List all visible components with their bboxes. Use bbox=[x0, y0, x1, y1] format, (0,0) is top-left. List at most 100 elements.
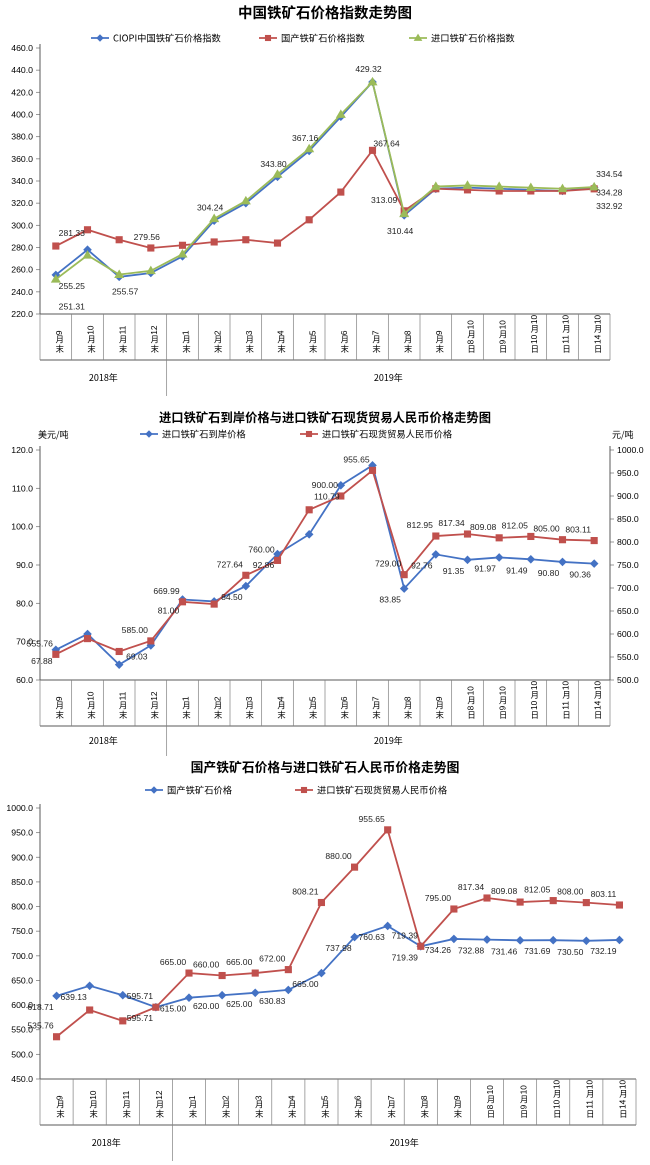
svg-text:760.63: 760.63 bbox=[359, 932, 386, 942]
svg-text:450.0: 450.0 bbox=[11, 1074, 33, 1084]
svg-text:731.69: 731.69 bbox=[524, 946, 551, 956]
svg-text:850.0: 850.0 bbox=[617, 514, 639, 524]
svg-text:729.00: 729.00 bbox=[375, 559, 402, 569]
svg-text:429.32: 429.32 bbox=[355, 64, 382, 74]
svg-text:月: 月 bbox=[594, 323, 602, 335]
svg-text:255.57: 255.57 bbox=[112, 287, 139, 297]
svg-text:334.28: 334.28 bbox=[596, 187, 623, 197]
svg-text:650.0: 650.0 bbox=[617, 606, 639, 616]
svg-text:国产铁矿石价格: 国产铁矿石价格 bbox=[167, 783, 233, 797]
svg-text:末: 末 bbox=[404, 709, 413, 721]
svg-text:700.0: 700.0 bbox=[617, 583, 639, 593]
svg-text:808.21: 808.21 bbox=[292, 887, 319, 897]
svg-text:月: 月 bbox=[467, 328, 475, 340]
svg-text:末: 末 bbox=[246, 709, 255, 721]
svg-text:955.65: 955.65 bbox=[343, 454, 370, 464]
svg-text:900.0: 900.0 bbox=[11, 852, 33, 862]
svg-text:末: 末 bbox=[436, 709, 445, 721]
svg-text:末: 末 bbox=[372, 343, 381, 355]
svg-text:750.0: 750.0 bbox=[617, 560, 639, 570]
svg-text:中国铁矿石价格指数走势图: 中国铁矿石价格指数走势图 bbox=[238, 2, 412, 23]
svg-text:812.95: 812.95 bbox=[407, 520, 434, 530]
svg-text:732.88: 732.88 bbox=[458, 946, 485, 956]
svg-text:719.39: 719.39 bbox=[392, 930, 419, 940]
svg-text:809.08: 809.08 bbox=[491, 886, 518, 896]
svg-text:955.65: 955.65 bbox=[359, 814, 386, 824]
svg-text:665.00: 665.00 bbox=[226, 957, 253, 967]
svg-text:313.09: 313.09 bbox=[371, 195, 398, 205]
svg-text:末: 末 bbox=[119, 709, 128, 721]
svg-text:550.0: 550.0 bbox=[617, 652, 639, 662]
svg-text:800.0: 800.0 bbox=[617, 537, 639, 547]
svg-text:日: 日 bbox=[487, 1108, 495, 1120]
svg-text:末: 末 bbox=[56, 1108, 65, 1120]
svg-text:600.0: 600.0 bbox=[617, 629, 639, 639]
svg-text:240.0: 240.0 bbox=[11, 287, 33, 297]
svg-text:334.54: 334.54 bbox=[596, 169, 623, 179]
svg-text:260.0: 260.0 bbox=[11, 265, 33, 275]
svg-text:月: 月 bbox=[619, 1088, 627, 1100]
svg-text:2019年: 2019年 bbox=[374, 371, 403, 384]
svg-text:800.0: 800.0 bbox=[11, 902, 33, 912]
svg-text:末: 末 bbox=[354, 1108, 363, 1120]
svg-text:进口铁矿石价格指数: 进口铁矿石价格指数 bbox=[431, 31, 515, 45]
svg-text:360.0: 360.0 bbox=[11, 154, 33, 164]
svg-text:1000.0: 1000.0 bbox=[617, 445, 644, 455]
svg-text:月: 月 bbox=[487, 1093, 495, 1105]
svg-text:日: 日 bbox=[499, 709, 507, 721]
svg-text:进口铁矿石现货贸易人民币价格: 进口铁矿石现货贸易人民币价格 bbox=[317, 783, 448, 797]
svg-text:279.56: 279.56 bbox=[134, 232, 161, 242]
svg-text:727.64: 727.64 bbox=[217, 559, 244, 569]
svg-text:末: 末 bbox=[123, 1108, 132, 1120]
svg-text:末: 末 bbox=[404, 343, 413, 355]
svg-text:末: 末 bbox=[309, 343, 318, 355]
svg-text:80.0: 80.0 bbox=[16, 598, 33, 608]
svg-text:进口铁矿石到岸价格: 进口铁矿石到岸价格 bbox=[162, 427, 246, 441]
svg-text:732.19: 732.19 bbox=[590, 946, 617, 956]
svg-text:末: 末 bbox=[56, 709, 65, 721]
svg-text:末: 末 bbox=[214, 343, 223, 355]
svg-text:665.00: 665.00 bbox=[292, 979, 319, 989]
svg-text:120.0: 120.0 bbox=[11, 445, 33, 455]
svg-text:进口铁矿石到岸价格与进口铁矿石现货贸易人民币价格走势图: 进口铁矿石到岸价格与进口铁矿石现货贸易人民币价格走势图 bbox=[159, 408, 491, 426]
svg-text:月: 月 bbox=[586, 1088, 594, 1100]
svg-text:340.0: 340.0 bbox=[11, 176, 33, 186]
svg-text:日: 日 bbox=[594, 343, 602, 355]
svg-text:750.0: 750.0 bbox=[11, 926, 33, 936]
svg-text:末: 末 bbox=[321, 1108, 330, 1120]
svg-text:67.88: 67.88 bbox=[31, 656, 53, 666]
svg-text:343.80: 343.80 bbox=[260, 159, 287, 169]
svg-text:月: 月 bbox=[562, 323, 570, 335]
svg-text:760.00: 760.00 bbox=[248, 544, 275, 554]
svg-text:850.0: 850.0 bbox=[11, 877, 33, 887]
svg-text:日: 日 bbox=[562, 343, 570, 355]
svg-text:末: 末 bbox=[246, 343, 255, 355]
svg-text:91.49: 91.49 bbox=[506, 565, 528, 575]
svg-text:2018年: 2018年 bbox=[92, 1136, 121, 1149]
svg-text:500.0: 500.0 bbox=[617, 675, 639, 685]
svg-text:719.39: 719.39 bbox=[392, 952, 419, 962]
svg-text:730.50: 730.50 bbox=[557, 947, 584, 957]
svg-text:310.44: 310.44 bbox=[387, 226, 414, 236]
svg-text:809.08: 809.08 bbox=[470, 522, 497, 532]
svg-text:末: 末 bbox=[388, 1108, 397, 1120]
svg-text:92.76: 92.76 bbox=[411, 560, 433, 570]
svg-text:367.64: 367.64 bbox=[373, 138, 400, 148]
svg-text:255.25: 255.25 bbox=[59, 281, 86, 291]
svg-text:367.16: 367.16 bbox=[292, 133, 319, 143]
svg-text:650.0: 650.0 bbox=[11, 975, 33, 985]
svg-text:280.0: 280.0 bbox=[11, 243, 33, 253]
svg-text:末: 末 bbox=[421, 1108, 430, 1120]
svg-text:日: 日 bbox=[562, 709, 570, 721]
svg-text:812.05: 812.05 bbox=[524, 885, 551, 895]
svg-text:末: 末 bbox=[182, 709, 191, 721]
svg-text:进口铁矿石现货贸易人民币价格: 进口铁矿石现货贸易人民币价格 bbox=[322, 427, 453, 441]
svg-text:CIOPI中国铁矿石价格指数: CIOPI中国铁矿石价格指数 bbox=[113, 31, 222, 45]
svg-text:2019年: 2019年 bbox=[374, 734, 403, 747]
svg-text:660.00: 660.00 bbox=[193, 960, 220, 970]
svg-text:669.99: 669.99 bbox=[153, 586, 180, 596]
svg-text:91.97: 91.97 bbox=[474, 563, 496, 573]
svg-text:535.76: 535.76 bbox=[27, 1021, 54, 1031]
svg-text:110.79: 110.79 bbox=[314, 491, 340, 501]
svg-text:555.76: 555.76 bbox=[27, 638, 54, 648]
